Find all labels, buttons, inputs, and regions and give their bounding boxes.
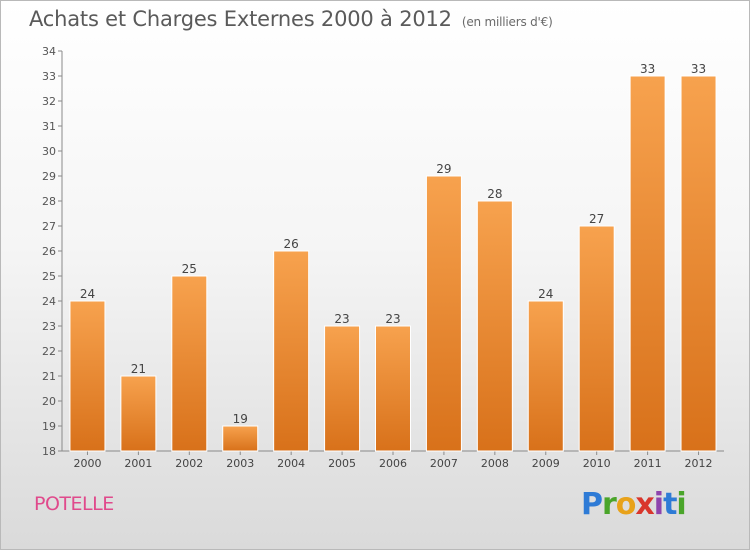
- bar-2005[interactable]: [324, 325, 361, 452]
- data-label-2009: 24: [538, 287, 553, 301]
- bar-2003[interactable]: [222, 425, 259, 452]
- y-tick-label: 31: [42, 120, 56, 133]
- y-tick-label: 26: [42, 245, 56, 258]
- proxiti-logo[interactable]: Proxiti: [581, 487, 687, 522]
- bar-2010[interactable]: [578, 225, 615, 452]
- y-tick-label: 24: [42, 295, 56, 308]
- data-label-2000: 24: [80, 287, 95, 301]
- data-label-2004: 26: [284, 237, 299, 251]
- y-tick-label: 20: [42, 395, 56, 408]
- x-tick-label-2004: 2004: [277, 457, 305, 470]
- data-label-2002: 25: [182, 262, 197, 276]
- logo-letter: i: [653, 487, 664, 522]
- data-label-2010: 27: [589, 212, 604, 226]
- chart-bars: [69, 75, 717, 452]
- data-label-2003: 19: [233, 412, 248, 426]
- chart-subtitle: (en milliers d'€): [461, 15, 553, 29]
- y-tick-label: 30: [42, 145, 56, 158]
- bar-2007[interactable]: [425, 175, 462, 452]
- logo-letter: i: [676, 487, 686, 522]
- data-label-2008: 28: [487, 187, 502, 201]
- bar-2006[interactable]: [375, 325, 411, 452]
- x-tick-label-2008: 2008: [481, 457, 509, 470]
- y-tick-label: 25: [42, 270, 56, 283]
- x-tick-label-2009: 2009: [532, 457, 560, 470]
- x-tick-label-2007: 2007: [430, 457, 458, 470]
- y-tick-label: 22: [42, 345, 56, 358]
- x-tick-label-2006: 2006: [379, 457, 407, 470]
- y-tick-label: 18: [42, 445, 56, 458]
- bar-2012[interactable]: [680, 75, 717, 452]
- y-tick-label: 29: [42, 170, 56, 183]
- y-tick-label: 27: [42, 220, 56, 233]
- data-label-2011: 33: [640, 62, 655, 76]
- bar-2009[interactable]: [527, 300, 564, 452]
- y-tick-label: 28: [42, 195, 56, 208]
- logo-letter: x: [635, 487, 654, 522]
- chart-axes: 18 19 20 21 22 23 24 25 26 27 28 29 30 31 32 33 34: [42, 45, 724, 458]
- x-tick-label-2005: 2005: [328, 457, 356, 470]
- x-tick-label-2010: 2010: [583, 457, 611, 470]
- bar-2002[interactable]: [171, 275, 208, 452]
- bar-2004[interactable]: [273, 250, 310, 452]
- y-tick-label: 21: [42, 370, 56, 383]
- bar-2008[interactable]: [476, 200, 513, 452]
- y-tick-label: 32: [42, 95, 56, 108]
- bar-2001[interactable]: [120, 375, 157, 452]
- logo-letter: P: [581, 487, 603, 522]
- commune-name: POTELLE: [34, 493, 114, 515]
- x-tick-label-2001: 2001: [124, 457, 152, 470]
- y-tick-label: 34: [42, 45, 56, 58]
- y-tick-label: 33: [42, 70, 56, 83]
- y-tick-label: 19: [42, 420, 56, 433]
- chart-title-text: Achats et Charges Externes 2000 à 2012: [29, 7, 452, 31]
- logo-letter: r: [602, 487, 617, 522]
- x-tick-label-2000: 2000: [73, 457, 101, 470]
- chart-labels: 24 2000 21 2001 25 2002 19 2003 26 2004 23 2005 23 20…: [73, 62, 712, 470]
- x-tick-label-2002: 2002: [175, 457, 203, 470]
- chart-title: Achats et Charges Externes 2000 à 2012 (e…: [29, 7, 553, 31]
- y-tick-label: 23: [42, 320, 56, 333]
- x-tick-label-2012: 2012: [685, 457, 713, 470]
- x-tick-label-2003: 2003: [226, 457, 254, 470]
- data-label-2005: 23: [334, 312, 349, 326]
- data-label-2006: 23: [385, 312, 400, 326]
- x-tick-label-2011: 2011: [634, 457, 662, 470]
- logo-letter: t: [663, 487, 677, 522]
- bar-2000[interactable]: [69, 300, 106, 452]
- logo-letter: o: [615, 487, 637, 522]
- bar-2011[interactable]: [629, 75, 666, 452]
- data-label-2012: 33: [691, 62, 706, 76]
- data-label-2007: 29: [436, 162, 451, 176]
- data-label-2001: 21: [131, 362, 146, 376]
